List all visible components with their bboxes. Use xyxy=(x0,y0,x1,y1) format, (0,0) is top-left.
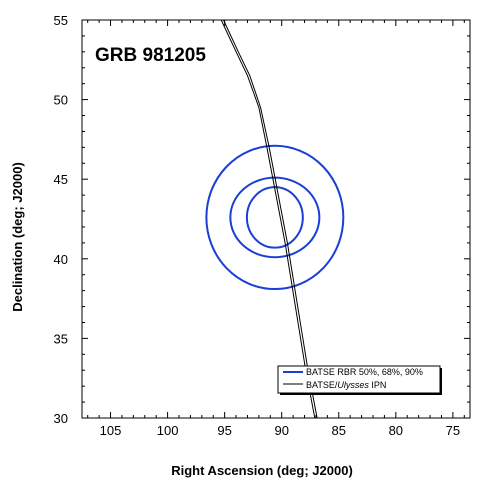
y-tick-label: 35 xyxy=(54,331,68,346)
legend: BATSE RBR 50%, 68%, 90% BATSE/Ulysses IP… xyxy=(277,365,442,395)
legend-label-contours-text: BATSE RBR 50%, 68%, 90% xyxy=(306,367,423,377)
ipn-annulus-line-2 xyxy=(223,19,318,419)
x-tick-label: 80 xyxy=(389,423,403,438)
y-tick-label: 45 xyxy=(54,172,68,187)
x-tick-label: 100 xyxy=(157,423,179,438)
x-tick-label: 95 xyxy=(217,423,231,438)
chart-title: GRB 981205 xyxy=(95,45,206,66)
legend-label-contours: BATSE RBR 50%, 68%, 90% xyxy=(306,367,423,377)
legend-label-annulus: BATSE/Ulysses IPN xyxy=(306,380,386,390)
contour-90pct xyxy=(205,144,345,291)
plot-area xyxy=(205,19,345,419)
legend-box-shadow-bottom xyxy=(280,393,442,395)
axis-tick-labels: 105 100 95 90 85 80 75 30 35 40 45 50 55 xyxy=(54,13,461,438)
x-tick-label: 90 xyxy=(274,423,288,438)
y-axis-title: Declination (deg; J2000) xyxy=(10,162,25,312)
y-tick-label: 50 xyxy=(54,93,68,108)
ipn-annulus-line-1 xyxy=(220,19,316,419)
legend-label-annulus-italic: Ulysses xyxy=(337,380,369,390)
legend-label-annulus-suffix: IPN xyxy=(369,380,387,390)
plot-frame xyxy=(81,19,471,419)
x-tick-label: 105 xyxy=(100,423,122,438)
legend-label-annulus-prefix: BATSE/ xyxy=(306,380,338,390)
x-tick-label: 85 xyxy=(332,423,346,438)
y-tick-label: 55 xyxy=(54,13,68,28)
x-tick-label: 75 xyxy=(446,423,460,438)
y-tick-label: 30 xyxy=(54,411,68,426)
x-axis-title: Right Ascension (deg; J2000) xyxy=(171,463,353,478)
y-tick-label: 40 xyxy=(54,252,68,267)
legend-box-shadow xyxy=(440,368,442,395)
